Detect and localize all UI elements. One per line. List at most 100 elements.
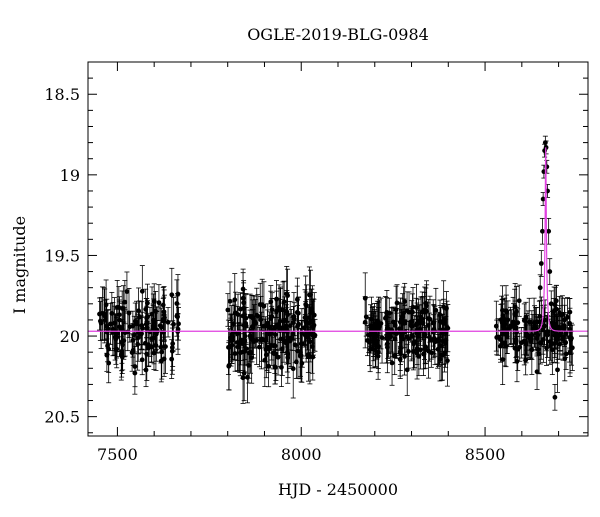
data-point [554,314,560,342]
data-marker [409,334,415,339]
data-marker [267,331,273,337]
data-marker [276,305,282,310]
data-marker [298,353,304,358]
data-marker [139,288,145,294]
data-point [230,314,236,360]
data-marker [104,323,110,329]
data-point [419,297,425,341]
data-marker [375,318,380,324]
data-point [135,313,141,362]
data-marker [438,343,443,349]
data-marker [537,285,543,291]
data-marker [257,302,263,307]
chart-title: OGLE-2019-BLG-0984 [247,25,429,44]
data-marker [150,323,156,329]
data-marker [549,347,555,353]
data-marker [433,307,439,313]
data-point [150,304,156,347]
data-marker [261,323,267,329]
data-marker [284,291,290,297]
data-marker [375,353,381,359]
data-marker [445,358,450,364]
data-marker [293,359,299,365]
data-marker [232,297,238,303]
data-marker [521,318,527,323]
data-marker [127,324,133,330]
y-axis-label: I magnitude [10,216,29,314]
data-point [568,322,574,354]
data-marker [399,329,404,335]
data-marker [306,320,312,326]
data-marker [542,140,548,146]
data-point [97,297,103,331]
data-marker [444,305,449,311]
data-point [143,352,149,388]
data-marker [288,335,294,341]
data-marker [161,318,167,324]
data-point [267,314,273,354]
data-marker [174,301,180,306]
data-marker [227,298,233,304]
data-point [536,333,542,375]
data-marker [247,333,253,339]
data-marker [406,336,411,342]
data-point [516,284,522,317]
data-marker [240,295,246,301]
data-marker [165,319,171,325]
data-point [389,340,395,386]
data-marker [290,366,296,372]
data-point [157,304,163,347]
data-point [256,326,262,368]
data-marker [157,323,163,328]
data-marker [106,360,112,366]
data-marker [139,357,145,363]
data-point [437,305,443,338]
data-marker [171,321,176,327]
data-marker [132,370,138,376]
y-tick-label: 20.5 [44,408,80,427]
data-marker [284,312,290,317]
data-marker [423,300,429,306]
data-marker [149,344,155,350]
data-marker [158,344,164,350]
data-marker [362,319,368,325]
data-marker [259,336,265,342]
data-marker [419,316,425,322]
y-tick-label: 20 [60,327,80,346]
data-marker [437,319,443,324]
data-marker [120,306,126,311]
data-marker [241,305,246,311]
data-point [236,322,242,372]
data-point [288,309,294,368]
data-point [143,298,149,351]
data-point [156,284,162,321]
data-point [430,299,436,347]
data-marker [285,351,291,357]
data-marker [534,336,540,341]
data-point [550,309,556,337]
data-layer [97,135,575,411]
y-tick-label: 19.5 [44,246,80,265]
model-curve [88,147,588,332]
data-marker [554,306,559,312]
data-marker [144,351,150,357]
data-marker [279,364,284,370]
data-marker [503,309,509,314]
data-marker [151,350,157,356]
data-marker [307,292,312,298]
data-marker [156,300,162,305]
data-point [97,301,103,341]
data-marker [549,341,555,346]
data-marker [159,349,165,355]
data-marker [423,344,428,350]
data-marker [542,323,548,329]
data-marker [392,352,398,358]
data-point [291,302,297,336]
data-marker [126,310,132,316]
x-axis-label: HJD - 2450000 [278,480,398,499]
data-point [529,310,535,360]
data-marker [558,312,564,318]
data-marker [402,299,408,304]
data-marker [430,320,436,326]
